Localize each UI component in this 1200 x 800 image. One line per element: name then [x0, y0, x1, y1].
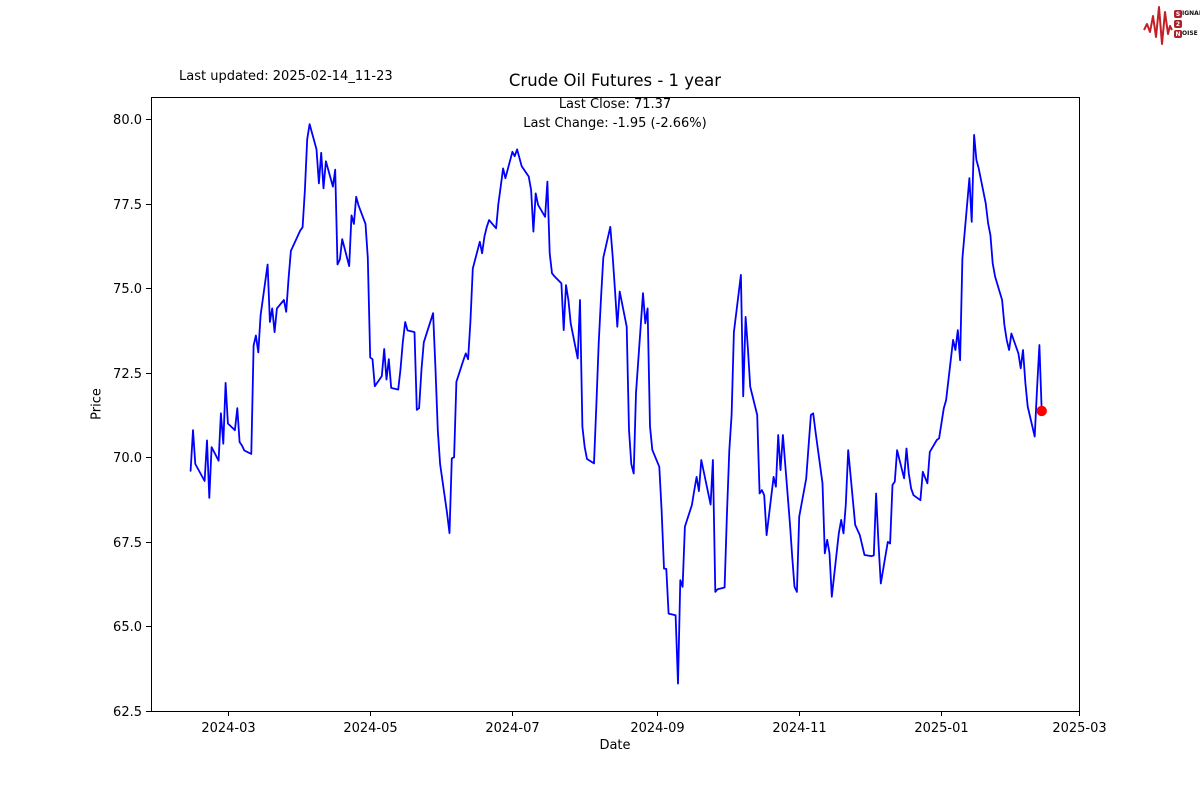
waveform-icon	[1143, 6, 1173, 45]
svg-text:65.0: 65.0	[113, 620, 142, 635]
logo-letter-n: N	[1174, 30, 1182, 38]
svg-text:2024-11: 2024-11	[772, 721, 826, 736]
svg-text:2024-09: 2024-09	[630, 721, 684, 736]
svg-text:77.5: 77.5	[113, 198, 142, 213]
svg-text:62.5: 62.5	[113, 705, 142, 720]
x-axis-label: Date	[599, 738, 631, 753]
last-updated-text: Last updated: 2025-02-14_11-23	[179, 69, 393, 84]
y-axis-label: Price	[89, 388, 105, 420]
svg-text:72.5: 72.5	[113, 367, 142, 382]
svg-text:2025-03: 2025-03	[1052, 721, 1106, 736]
last-change-annotation: Last Change: -1.95 (-2.66%)	[523, 116, 707, 131]
svg-text:70.0: 70.0	[113, 451, 142, 466]
logo-letter-s: S	[1174, 10, 1182, 18]
last-close-annotation: Last Close: 71.37	[558, 97, 672, 112]
logo-row-noise: N OISE	[1174, 30, 1198, 38]
logo-row-2: 2	[1174, 20, 1200, 29]
svg-text:80.0: 80.0	[113, 113, 142, 128]
svg-text:2024-03: 2024-03	[201, 721, 255, 736]
svg-text:75.0: 75.0	[113, 282, 142, 297]
logo-text: S IGNAL 2 N OISE	[1174, 10, 1200, 39]
svg-text:2024-05: 2024-05	[343, 721, 397, 736]
svg-text:67.5: 67.5	[113, 536, 142, 551]
logo-letter-2: 2	[1174, 20, 1182, 28]
chart-title: Crude Oil Futures - 1 year	[508, 71, 722, 90]
signal2noise-logo: S IGNAL 2 N OISE	[1143, 3, 1200, 45]
svg-text:2024-07: 2024-07	[485, 721, 539, 736]
svg-text:2025-01: 2025-01	[914, 721, 968, 736]
logo-row-signal: S IGNAL	[1174, 10, 1200, 18]
